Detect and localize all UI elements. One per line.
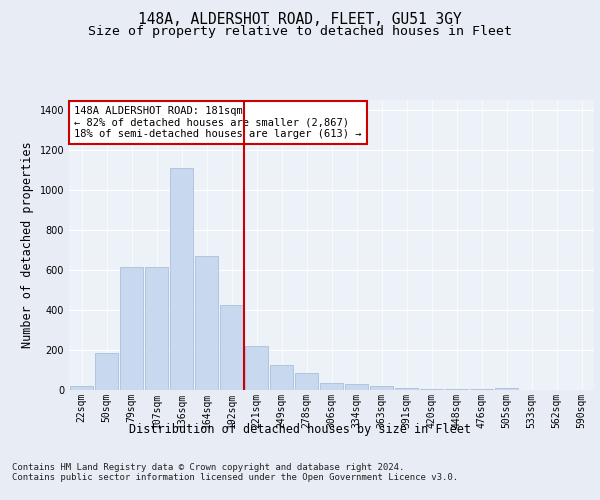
Bar: [120, 267, 143, 390]
Bar: [95, 353, 118, 390]
Bar: [295, 373, 318, 390]
Text: Contains HM Land Registry data © Crown copyright and database right 2024.
Contai: Contains HM Land Registry data © Crown c…: [12, 462, 458, 482]
Bar: [320, 383, 343, 390]
Y-axis label: Number of detached properties: Number of detached properties: [21, 142, 34, 348]
Bar: [195, 256, 218, 390]
Text: 148A ALDERSHOT ROAD: 181sqm
← 82% of detached houses are smaller (2,867)
18% of : 148A ALDERSHOT ROAD: 181sqm ← 82% of det…: [74, 106, 362, 139]
Bar: [420, 389, 443, 390]
Text: Distribution of detached houses by size in Fleet: Distribution of detached houses by size …: [129, 422, 471, 436]
Bar: [445, 389, 468, 390]
Bar: [245, 346, 268, 390]
Bar: [220, 305, 243, 390]
Bar: [370, 386, 393, 390]
Text: 148A, ALDERSHOT ROAD, FLEET, GU51 3GY: 148A, ALDERSHOT ROAD, FLEET, GU51 3GY: [138, 12, 462, 28]
Bar: [345, 384, 368, 390]
Bar: [145, 267, 168, 390]
Text: Size of property relative to detached houses in Fleet: Size of property relative to detached ho…: [88, 25, 512, 38]
Bar: [270, 365, 293, 390]
Bar: [470, 389, 493, 390]
Bar: [170, 168, 193, 390]
Bar: [395, 388, 418, 390]
Bar: [70, 386, 93, 390]
Bar: [495, 388, 518, 390]
